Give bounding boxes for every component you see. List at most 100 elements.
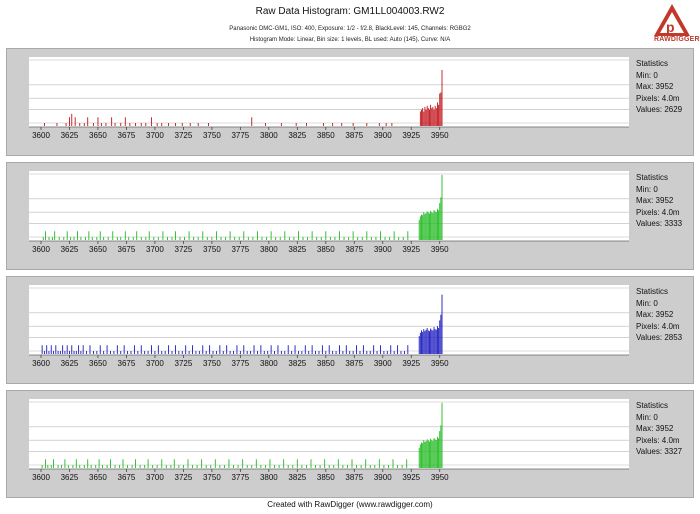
x-tick-label: 3825 — [288, 473, 306, 482]
histogram-bar — [315, 351, 316, 354]
histogram-bar — [53, 351, 54, 354]
x-tick-label: 3600 — [32, 245, 50, 254]
rawdigger-logo-icon: p — [654, 4, 690, 36]
histogram-bar — [124, 117, 126, 126]
histogram-bar — [431, 212, 433, 240]
histogram-bar — [274, 351, 275, 354]
histogram-bar — [341, 123, 343, 126]
histogram-bar — [432, 330, 434, 354]
plot-area — [29, 57, 629, 127]
histogram-bar — [251, 465, 253, 468]
stat-values: Values: 3327 — [636, 447, 683, 457]
histogram-bar — [120, 123, 122, 126]
histogram-bar — [152, 465, 154, 468]
histogram-panel-g: 2.0k100205136003625365036753700372537503… — [6, 162, 694, 270]
x-tick-label: 3825 — [288, 131, 306, 140]
histogram-bar — [147, 459, 149, 468]
histogram-bar — [332, 123, 334, 126]
histogram-bar — [237, 465, 239, 468]
histogram-bar — [97, 117, 99, 126]
x-tick-label: 3875 — [345, 245, 363, 254]
histogram-bar — [430, 104, 432, 126]
histogram-bar — [45, 231, 47, 240]
histogram-bar — [212, 351, 214, 354]
histogram-bar — [171, 237, 173, 240]
x-tick-label: 3850 — [317, 245, 335, 254]
histogram-bar — [301, 465, 303, 468]
chart-title: Raw Data Histogram: GM1LL004003.RW2 — [255, 6, 445, 17]
histogram-bar — [205, 465, 207, 468]
histogram-bar — [154, 351, 156, 354]
x-tick-label: 3725 — [175, 473, 193, 482]
stat-title: Statistics — [636, 401, 669, 410]
histogram-bar — [356, 345, 358, 354]
histogram-bar — [307, 237, 309, 240]
histogram-bar — [280, 351, 282, 354]
histogram-bar — [328, 465, 330, 468]
x-tick-label: 3875 — [345, 473, 363, 482]
histogram-bar — [251, 117, 253, 126]
histogram-bar — [201, 459, 203, 468]
x-tick-label: 3800 — [260, 473, 278, 482]
histogram-bar — [260, 345, 262, 354]
histogram-bar — [112, 231, 114, 240]
histogram-bar — [419, 332, 421, 354]
histogram-bar — [59, 351, 61, 354]
histogram-bar — [174, 345, 176, 354]
histogram-bar — [427, 212, 429, 240]
histogram-bar — [61, 465, 62, 468]
histogram-bar — [441, 69, 443, 126]
histogram-bar — [311, 231, 313, 240]
histogram-bar — [253, 345, 255, 354]
histogram-bar — [84, 237, 86, 240]
histogram-bar — [144, 465, 146, 468]
histogram-bar — [252, 237, 254, 240]
histogram-bar — [211, 237, 213, 240]
histogram-bar — [123, 345, 125, 354]
histogram-bar — [263, 351, 265, 354]
histogram-bar — [441, 402, 443, 468]
histogram-bar — [87, 459, 89, 468]
histogram-bar — [99, 231, 101, 240]
x-tick-label: 3775 — [231, 359, 249, 368]
histogram-bar — [311, 345, 313, 354]
histogram-bar — [228, 459, 230, 468]
histogram-bar — [80, 237, 82, 240]
x-tick-label: 3800 — [260, 131, 278, 140]
histogram-bar — [426, 105, 428, 126]
histogram-bar — [91, 237, 93, 240]
histogram-bar — [157, 345, 159, 354]
histogram-bar — [429, 109, 430, 126]
histogram-bar — [95, 465, 97, 468]
histogram-bar — [103, 237, 105, 240]
histogram-bar — [380, 345, 381, 354]
histogram-bar — [269, 459, 271, 468]
histogram-bar — [278, 465, 280, 468]
histogram-bar — [223, 465, 225, 468]
x-tick-label: 3775 — [231, 131, 249, 140]
histogram-bar — [255, 459, 257, 468]
histogram-bar — [385, 123, 387, 126]
x-tick-label: 3625 — [61, 473, 79, 482]
histogram-bar — [167, 237, 168, 240]
histogram-bar — [439, 93, 441, 126]
histogram-bar — [48, 351, 50, 354]
histogram-bar — [64, 351, 66, 354]
histogram-bar — [47, 465, 49, 468]
histogram-bar — [430, 210, 432, 240]
histogram-bar — [69, 117, 70, 126]
histogram-bar — [432, 441, 434, 468]
histogram-panel-g2: 2.0k100205136003625365036753700372537503… — [6, 390, 694, 498]
histogram-bar — [243, 345, 245, 354]
histogram-bar — [310, 459, 312, 468]
x-tick-label: 3775 — [231, 245, 249, 254]
histogram-bar — [305, 123, 307, 126]
histogram-bar — [96, 237, 98, 240]
histogram-bar — [264, 465, 266, 468]
histogram-bar — [403, 351, 405, 354]
histogram-bar — [171, 351, 173, 354]
histogram-bar — [439, 203, 441, 240]
histogram-bar — [83, 465, 85, 468]
histogram-bar — [433, 437, 435, 468]
histogram-bar — [375, 237, 377, 240]
